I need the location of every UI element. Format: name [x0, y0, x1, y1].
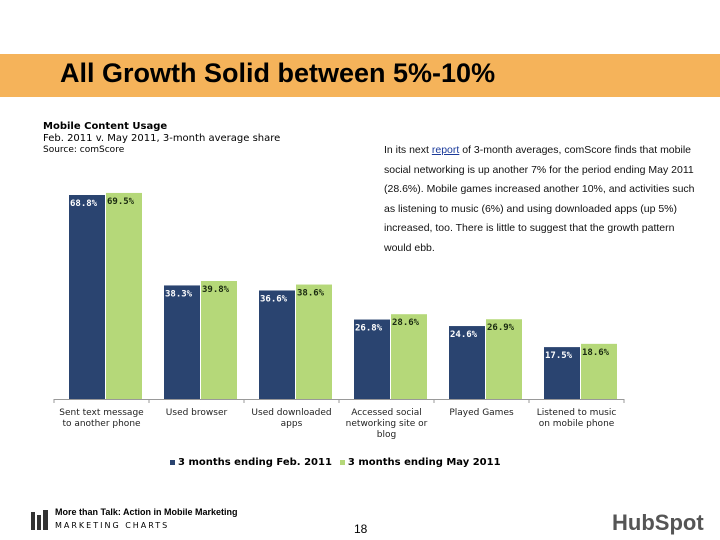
- bar: [201, 280, 237, 399]
- data-label: 39.8%: [202, 285, 230, 295]
- footer-brand: MARKETING CHARTS: [55, 521, 170, 530]
- category-label: Accessed social: [351, 408, 422, 418]
- bar: [544, 347, 580, 399]
- bar: [106, 192, 142, 399]
- category-label: Used browser: [166, 408, 228, 418]
- marketing-charts-logo-icon: [31, 510, 48, 530]
- footer-title: More than Talk: Action in Mobile Marketi…: [55, 507, 238, 517]
- data-label: 38.3%: [165, 289, 193, 299]
- chart-subtitle: Feb. 2011 v. May 2011, 3-month average s…: [43, 133, 281, 144]
- category-label: blog: [377, 430, 396, 440]
- bar: [164, 285, 200, 399]
- data-label: 18.6%: [582, 348, 610, 358]
- bar: [259, 290, 295, 399]
- bar: [486, 319, 522, 399]
- title-band: [0, 54, 720, 97]
- category-label: Played Games: [449, 408, 514, 418]
- legend: 3 months ending Feb. 2011 3 months endin…: [170, 457, 501, 468]
- data-label: 17.5%: [545, 351, 573, 361]
- report-link[interactable]: report: [431, 144, 460, 156]
- bar: [449, 326, 485, 399]
- legend-swatch-icon: [170, 459, 175, 465]
- bar: [581, 343, 617, 399]
- category-label: to another phone: [62, 419, 141, 429]
- legend-swatch-icon: [339, 459, 345, 465]
- category-label: Sent text message: [59, 408, 144, 418]
- data-label: 69.5%: [107, 197, 135, 207]
- bar: [354, 319, 390, 399]
- bar: [296, 284, 332, 399]
- category-label: Listened to music: [537, 408, 617, 418]
- page-number: 18: [354, 522, 368, 536]
- chart-source: Source: comScore: [43, 145, 125, 155]
- data-label: 26.9%: [487, 323, 515, 333]
- hubspot-logo: HubSpot: [612, 510, 704, 535]
- data-label: 38.6%: [297, 289, 325, 299]
- legend-item-feb: 3 months ending Feb. 2011: [170, 457, 332, 468]
- data-label: 68.8%: [70, 199, 98, 209]
- category-label: apps: [281, 419, 303, 429]
- data-label: 24.6%: [450, 330, 478, 340]
- category-label: Used downloaded: [251, 408, 331, 418]
- category-label: on mobile phone: [539, 419, 615, 429]
- data-label: 28.6%: [392, 318, 420, 328]
- bar: [391, 314, 427, 399]
- data-label: 36.6%: [260, 294, 288, 304]
- body-paragraph: In its next report of 3-month averages, …: [384, 144, 695, 254]
- slide-title: All Growth Solid between 5%-10%: [60, 58, 496, 88]
- data-label: 26.8%: [355, 324, 383, 334]
- category-label: networking site or: [346, 419, 428, 429]
- chart-title: Mobile Content Usage: [43, 121, 168, 132]
- legend-item-may: 3 months ending May 2011: [339, 457, 501, 468]
- bar: [69, 195, 105, 399]
